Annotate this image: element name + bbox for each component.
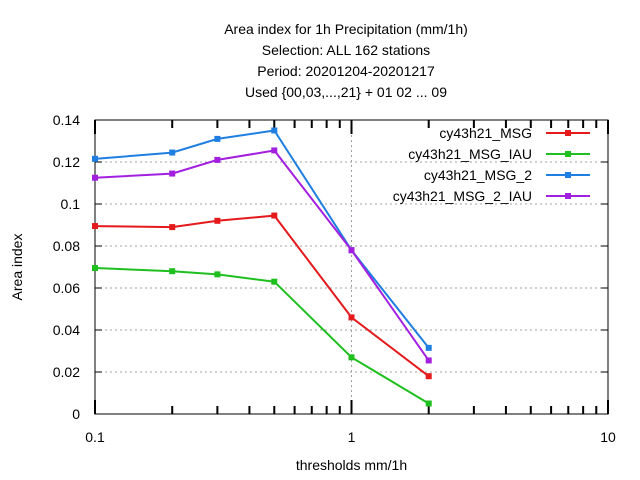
series-line bbox=[94, 149, 430, 361]
data-point bbox=[169, 224, 176, 231]
legend-swatch-marker bbox=[565, 130, 571, 136]
legend-swatch-marker bbox=[565, 193, 571, 199]
legend-label: cy43h21_MSG_2 bbox=[424, 167, 532, 183]
grid bbox=[95, 120, 608, 414]
series bbox=[92, 127, 432, 407]
chart-title: Area index for 1h Precipitation (mm/1h) S… bbox=[224, 21, 468, 100]
series-line bbox=[94, 129, 430, 349]
data-point bbox=[271, 212, 278, 219]
data-point bbox=[92, 223, 98, 230]
data-point bbox=[214, 217, 221, 224]
data-point bbox=[425, 373, 432, 380]
legend-label: cy43h21_MSG_IAU bbox=[408, 146, 532, 162]
legend-swatch-marker bbox=[565, 151, 571, 157]
series-cy43h21_MSG_2 bbox=[92, 127, 432, 351]
data-point bbox=[425, 357, 432, 364]
x-tick-label: 10 bbox=[600, 429, 616, 445]
y-tick-label: 0.12 bbox=[53, 154, 80, 170]
x-tick-label: 0.1 bbox=[85, 429, 105, 445]
series-line bbox=[94, 267, 430, 405]
data-point bbox=[271, 278, 278, 285]
x-axis-label: thresholds mm/1h bbox=[296, 457, 407, 473]
series-cy43h21_MSG_2_IAU bbox=[92, 147, 432, 364]
y-tick-label: 0.02 bbox=[53, 364, 80, 380]
y-tick-label: 0.1 bbox=[61, 196, 81, 212]
data-point bbox=[214, 135, 221, 142]
data-point bbox=[425, 400, 432, 407]
title-line: Used {00,03,...,21} + 01 02 ... 09 bbox=[245, 84, 447, 100]
data-point bbox=[271, 127, 278, 134]
y-axis-label: Area index bbox=[9, 234, 25, 301]
series-cy43h21_MSG_IAU bbox=[92, 265, 432, 407]
data-point bbox=[169, 170, 176, 177]
y-tick-label: 0.08 bbox=[53, 238, 80, 254]
data-point bbox=[271, 147, 278, 154]
x-tick-label: 1 bbox=[348, 429, 356, 445]
data-point bbox=[214, 156, 221, 163]
series-line bbox=[94, 214, 430, 377]
data-point bbox=[348, 354, 355, 361]
y-tick-label: 0.14 bbox=[53, 112, 80, 128]
title-line: Area index for 1h Precipitation (mm/1h) bbox=[224, 21, 468, 37]
y-tick-label: 0.04 bbox=[53, 322, 80, 338]
data-point bbox=[92, 265, 98, 272]
data-point bbox=[214, 271, 221, 278]
data-point bbox=[92, 174, 98, 181]
y-tick-label: 0.06 bbox=[53, 280, 80, 296]
data-point bbox=[169, 149, 176, 156]
legend-swatch-marker bbox=[565, 172, 571, 178]
data-point bbox=[92, 155, 98, 162]
series-cy43h21_MSG bbox=[92, 212, 432, 380]
title-line: Period: 20201204-20201217 bbox=[257, 63, 435, 79]
legend: cy43h21_MSG cy43h21_MSG_IAU cy43h21_MSG_2c… bbox=[393, 125, 590, 204]
data-point bbox=[169, 268, 176, 275]
data-point bbox=[425, 344, 432, 351]
title-line: Selection: ALL 162 stations bbox=[262, 42, 430, 58]
y-tick-label: 0 bbox=[72, 406, 80, 422]
legend-label: cy43h21_MSG bbox=[439, 125, 532, 141]
data-point bbox=[348, 314, 355, 321]
data-point bbox=[348, 247, 355, 254]
legend-label: cy43h21_MSG_2_IAU bbox=[393, 188, 532, 204]
